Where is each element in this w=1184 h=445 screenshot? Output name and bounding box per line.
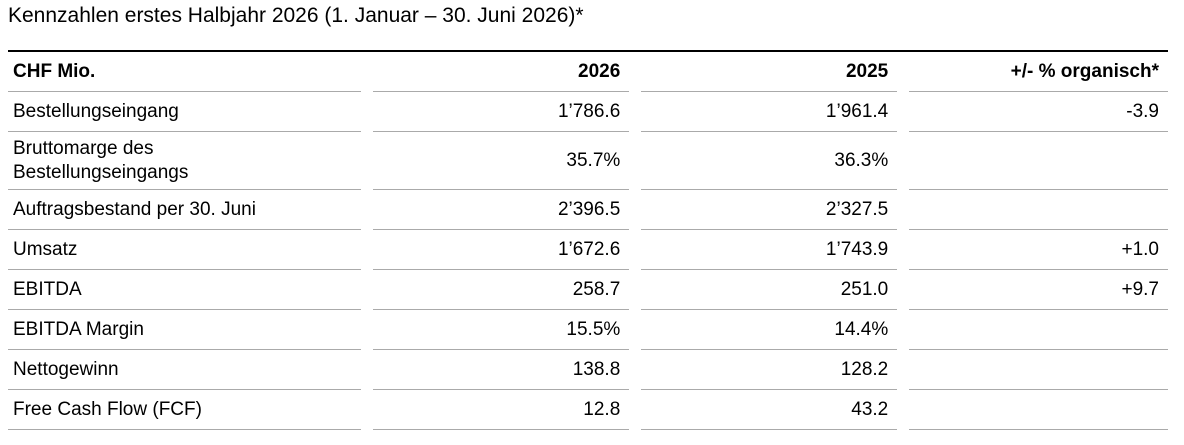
cell-text: 43.2 xyxy=(851,398,889,420)
cell-text: 128.2 xyxy=(840,358,889,380)
cell: 1’786.6 xyxy=(373,92,630,132)
row-label: Free Cash Flow (FCF) xyxy=(8,390,362,430)
cell-text: CHF Mio. xyxy=(13,60,96,82)
cell: 1’672.6 xyxy=(373,230,630,270)
cell: 12.8 xyxy=(373,390,630,430)
cell: 251.0 xyxy=(641,270,898,310)
cell: 43.2 xyxy=(641,390,898,430)
cell-text: 35.7% xyxy=(566,149,621,171)
cell-text: 2’327.5 xyxy=(825,198,889,220)
cell-text: -3.9 xyxy=(1126,100,1159,122)
table-row: Nettogewinn 138.8 128.2 xyxy=(8,350,1168,390)
cell-text: 12.8 xyxy=(583,398,621,420)
cell: 2’396.5 xyxy=(373,190,630,230)
cell-text: Bruttomarge des Bestellungseingangs xyxy=(13,137,189,183)
header-row: CHF Mio. 2026 2025 +/- % organisch* xyxy=(8,52,1168,92)
cell: 35.7% xyxy=(373,132,630,190)
cell-text: 2’396.5 xyxy=(557,198,621,220)
cell-text: 36.3% xyxy=(834,149,889,171)
cell-text: 2026 xyxy=(578,60,621,82)
cell-text: 2025 xyxy=(845,60,889,82)
cell: 1’961.4 xyxy=(641,92,898,132)
row-label: Nettogewinn xyxy=(8,350,362,390)
cell-text: 15.5% xyxy=(566,318,621,340)
row-label: Auftragsbestand per 30. Juni xyxy=(8,190,362,230)
cell xyxy=(909,310,1168,350)
cell-text: Umsatz xyxy=(13,238,78,260)
table-row: Umsatz 1’672.6 1’743.9 +1.0 xyxy=(8,230,1168,270)
cell: +/- % organisch* xyxy=(909,52,1168,92)
cell: -3.9 xyxy=(909,92,1168,132)
cell-text: 1’961.4 xyxy=(825,100,889,122)
row-label: Umsatz xyxy=(8,230,362,270)
table-row: Bruttomarge des Bestellungseingangs 35.7%… xyxy=(8,132,1168,190)
cell: 36.3% xyxy=(641,132,898,190)
row-label: Bestellungseingang xyxy=(8,92,362,132)
cell: 2026 xyxy=(373,52,630,92)
row-label: EBITDA Margin xyxy=(8,310,362,350)
cell: 258.7 xyxy=(373,270,630,310)
table-row: Bestellungseingang 1’786.6 1’961.4 -3.9 xyxy=(8,92,1168,132)
row-label: EBITDA xyxy=(8,270,362,310)
cell-text: Auftragsbestand per 30. Juni xyxy=(13,198,256,220)
cell: 14.4% xyxy=(641,310,898,350)
cell-text: Bestellungseingang xyxy=(13,100,179,122)
cell xyxy=(909,190,1168,230)
cell-text: EBITDA Margin xyxy=(13,318,144,340)
table-row: EBITDA 258.7 251.0 +9.7 xyxy=(8,270,1168,310)
cell: 2’327.5 xyxy=(641,190,898,230)
row-label: CHF Mio. xyxy=(8,52,362,92)
cell xyxy=(909,132,1168,190)
cell: 138.8 xyxy=(373,350,630,390)
cell: 128.2 xyxy=(641,350,898,390)
cell-text: +/- % organisch* xyxy=(1010,60,1159,82)
title: Kennzahlen erstes Halbjahr 2026 (1. Janu… xyxy=(8,4,584,27)
cell: 2025 xyxy=(641,52,898,92)
cell xyxy=(909,390,1168,430)
table-row: EBITDA Margin 15.5% 14.4% xyxy=(8,310,1168,350)
table-row: Auftragsbestand per 30. Juni 2’396.5 2’327… xyxy=(8,190,1168,230)
cell-text: 251.0 xyxy=(840,278,889,300)
cell-text: 258.7 xyxy=(572,278,621,300)
cell: 15.5% xyxy=(373,310,630,350)
cell-text: 1’786.6 xyxy=(557,100,621,122)
table: CHF Mio. 2026 2025 +/- % organisch* Bestellu… xyxy=(0,52,1180,430)
cell-text: Free Cash Flow (FCF) xyxy=(13,398,202,420)
cell-text: EBITDA xyxy=(13,278,82,300)
top-rule xyxy=(8,50,1168,52)
row-label: Bruttomarge des Bestellungseingangs xyxy=(8,132,362,190)
cell: +1.0 xyxy=(909,230,1168,270)
cell-text: 1’672.6 xyxy=(557,238,621,260)
cell: +9.7 xyxy=(909,270,1168,310)
cell-text: Nettogewinn xyxy=(13,358,119,380)
cell xyxy=(909,350,1168,390)
cell-text: 14.4% xyxy=(834,318,889,340)
cell-text: 138.8 xyxy=(572,358,621,380)
cell-text: +9.7 xyxy=(1121,278,1159,300)
cell: 1’743.9 xyxy=(641,230,898,270)
cell-text: +1.0 xyxy=(1121,238,1159,260)
cell-text: 1’743.9 xyxy=(825,238,889,260)
table-row: Free Cash Flow (FCF) 12.8 43.2 xyxy=(8,390,1168,430)
